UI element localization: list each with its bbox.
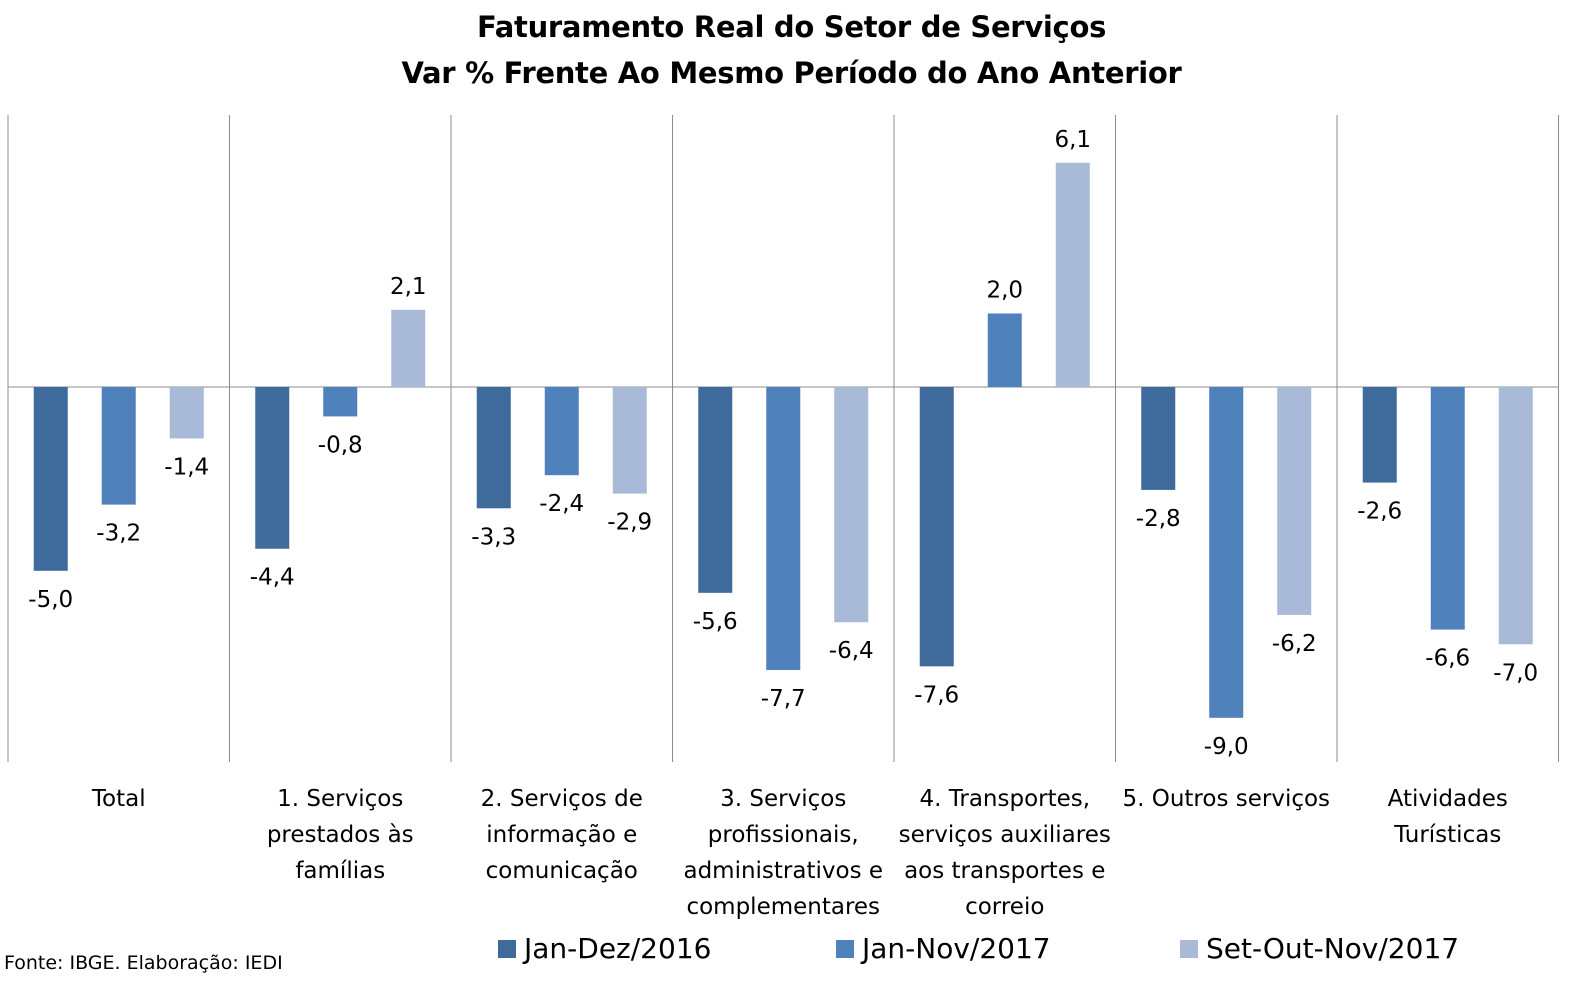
legend-swatch — [498, 939, 516, 958]
category-label-line: prestados às — [266, 822, 414, 848]
category-label: 3. Serviços profissionais, administrativos… — [673, 781, 893, 925]
bar — [169, 387, 204, 439]
category-label-line: 5. Outros serviços — [1122, 786, 1331, 812]
bar — [766, 387, 801, 671]
bar — [476, 387, 511, 509]
legend-label: Set-Out-Nov/2017 — [1206, 932, 1460, 965]
category-label: 5. Outros serviços — [1116, 781, 1336, 817]
bar-chart: -5,0 -3,2 -1,4 -4,4 -0,8 2,1 -3,3 -2,4 -2,9 -5,6 -… — [7, 115, 1559, 762]
data-label: -2,9 — [607, 510, 652, 536]
bar — [1209, 387, 1244, 718]
legend-label: Jan-Nov/2017 — [862, 932, 1051, 965]
bar — [1362, 387, 1397, 483]
category-label-line: serviços auxiliares — [898, 822, 1111, 848]
category-label: 1. Serviços prestados às famílias — [230, 781, 450, 889]
data-label: 2,0 — [986, 277, 1023, 303]
bar — [255, 387, 290, 549]
data-label: -3,3 — [471, 524, 516, 550]
legend-label: Jan-Dez/2016 — [524, 932, 712, 965]
data-label: -7,7 — [761, 686, 806, 712]
category-label-line: informação e — [486, 822, 638, 848]
data-label: -6,4 — [829, 638, 874, 664]
data-label: -7,0 — [1493, 660, 1538, 686]
bar — [1277, 387, 1312, 615]
legend-item: Set-Out-Nov/2017 — [1180, 932, 1459, 965]
category-label-line: aos transportes e — [904, 858, 1106, 884]
bar — [1430, 387, 1465, 630]
category-label-line: 2. Serviços de — [480, 786, 643, 812]
bar — [1498, 387, 1533, 645]
data-label: -4,4 — [250, 565, 295, 591]
data-label: -0,8 — [318, 432, 363, 458]
data-label: -1,4 — [164, 454, 209, 480]
chart-subtitle: Var % Frente Ao Mesmo Período do Ano Ant… — [401, 56, 1182, 90]
bar — [391, 309, 426, 387]
data-label: 2,1 — [390, 274, 427, 300]
category-label-line: 1. Serviços — [277, 786, 404, 812]
category-label-line: Atividades — [1387, 786, 1508, 812]
bar — [987, 313, 1022, 387]
bar — [1055, 162, 1090, 387]
bar — [33, 387, 68, 571]
data-label: -3,2 — [96, 521, 141, 547]
data-label: -5,0 — [28, 587, 73, 613]
data-label: -6,6 — [1425, 646, 1470, 672]
category-label: 2. Serviços de informação e comunicação — [452, 781, 672, 889]
category-label-line: famílias — [295, 858, 386, 884]
data-label: -6,2 — [1272, 631, 1317, 657]
legend-item: Jan-Dez/2016 — [498, 932, 711, 965]
bar — [1141, 387, 1176, 490]
bar — [834, 387, 869, 623]
legend: Jan-Dez/2016 Jan-Nov/2017 Set-Out-Nov/2017 — [0, 932, 1583, 976]
bar — [919, 387, 954, 667]
category-label-line: complementares — [686, 894, 881, 920]
data-label: -5,6 — [693, 609, 738, 635]
category-label: Total — [9, 781, 229, 817]
legend-item: Jan-Nov/2017 — [836, 932, 1051, 965]
chart-title: Faturamento Real do Setor de Serviços — [476, 10, 1107, 44]
bar — [612, 387, 647, 494]
bar — [544, 387, 579, 476]
category-label-line: 3. Serviços — [720, 786, 847, 812]
data-label: -9,0 — [1204, 734, 1249, 760]
category-label-line: comunicação — [485, 858, 638, 884]
data-label: -2,8 — [1136, 506, 1181, 532]
category-label-line: 4. Transportes, — [919, 786, 1091, 812]
category-label: Atividades Turísticas — [1338, 781, 1558, 853]
data-label: -2,4 — [539, 491, 584, 517]
category-label-line: Total — [91, 786, 146, 812]
legend-swatch — [836, 939, 854, 958]
bar — [101, 387, 136, 505]
data-label: -2,6 — [1357, 499, 1402, 525]
category-label: 4. Transportes, serviços auxiliares aos tr… — [895, 781, 1115, 925]
category-label-line: administrativos e — [683, 858, 884, 884]
legend-swatch — [1180, 939, 1198, 958]
category-label-line: Turísticas — [1394, 822, 1502, 848]
data-label: -7,6 — [914, 682, 959, 708]
bar — [698, 387, 733, 593]
category-label-line: profissionais, — [707, 822, 859, 848]
category-label-line: correio — [965, 894, 1045, 920]
data-label: 6,1 — [1054, 127, 1091, 153]
source-note: Fonte: IBGE. Elaboração: IEDI — [4, 952, 283, 974]
bar — [323, 387, 358, 417]
